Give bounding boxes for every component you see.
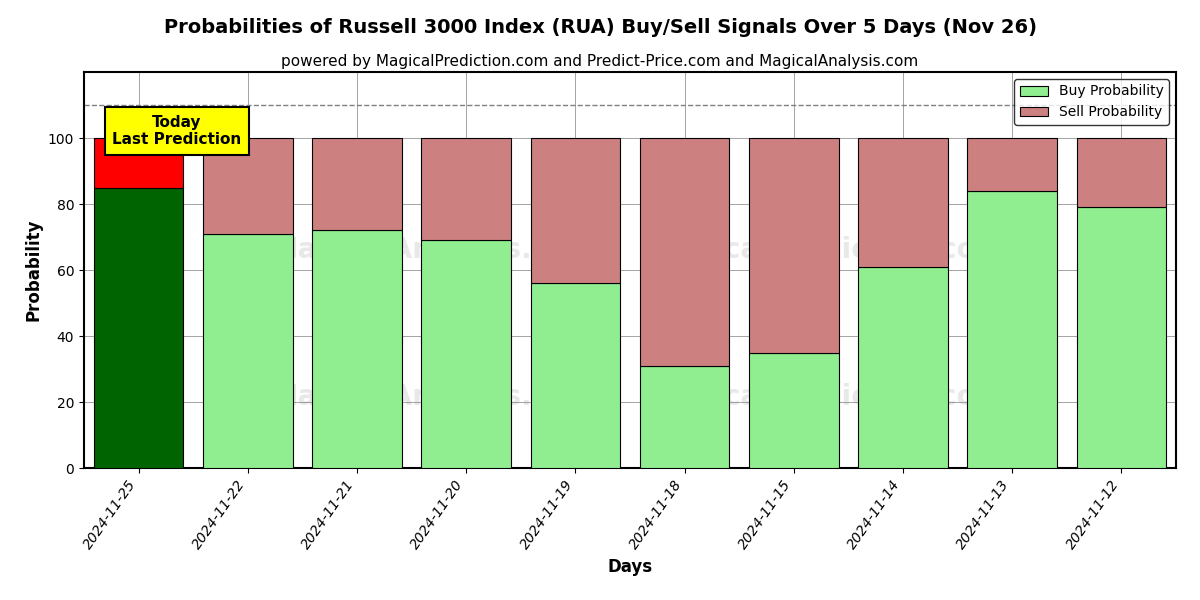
Bar bbox=[640, 138, 730, 366]
Text: Probabilities of Russell 3000 Index (RUA) Buy/Sell Signals Over 5 Days (Nov 26): Probabilities of Russell 3000 Index (RUA… bbox=[163, 18, 1037, 37]
Bar bbox=[530, 283, 620, 468]
Text: powered by MagicalPrediction.com and Predict-Price.com and MagicalAnalysis.com: powered by MagicalPrediction.com and Pre… bbox=[281, 54, 919, 69]
Bar bbox=[94, 187, 184, 468]
Text: Today
Last Prediction: Today Last Prediction bbox=[112, 115, 241, 148]
Bar bbox=[1076, 138, 1166, 208]
Text: MagicalAnalysis.com: MagicalAnalysis.com bbox=[270, 383, 596, 411]
Bar bbox=[1076, 208, 1166, 468]
Bar bbox=[94, 138, 184, 187]
Y-axis label: Probability: Probability bbox=[24, 219, 42, 321]
Bar bbox=[203, 234, 293, 468]
Bar bbox=[421, 241, 511, 468]
Bar bbox=[203, 138, 293, 234]
Bar bbox=[312, 230, 402, 468]
Bar bbox=[749, 138, 839, 353]
Legend: Buy Probability, Sell Probability: Buy Probability, Sell Probability bbox=[1014, 79, 1169, 125]
Bar bbox=[967, 138, 1057, 191]
Bar bbox=[749, 353, 839, 468]
Bar bbox=[858, 138, 948, 266]
Text: MagicalPrediction.com: MagicalPrediction.com bbox=[648, 236, 1004, 264]
X-axis label: Days: Days bbox=[607, 557, 653, 575]
Bar bbox=[530, 138, 620, 283]
Bar bbox=[858, 266, 948, 468]
Bar bbox=[967, 191, 1057, 468]
Text: MagicalPrediction.com: MagicalPrediction.com bbox=[648, 383, 1004, 411]
Text: MagicalAnalysis.com: MagicalAnalysis.com bbox=[270, 236, 596, 264]
Bar bbox=[312, 138, 402, 230]
Bar bbox=[640, 366, 730, 468]
Bar bbox=[421, 138, 511, 241]
